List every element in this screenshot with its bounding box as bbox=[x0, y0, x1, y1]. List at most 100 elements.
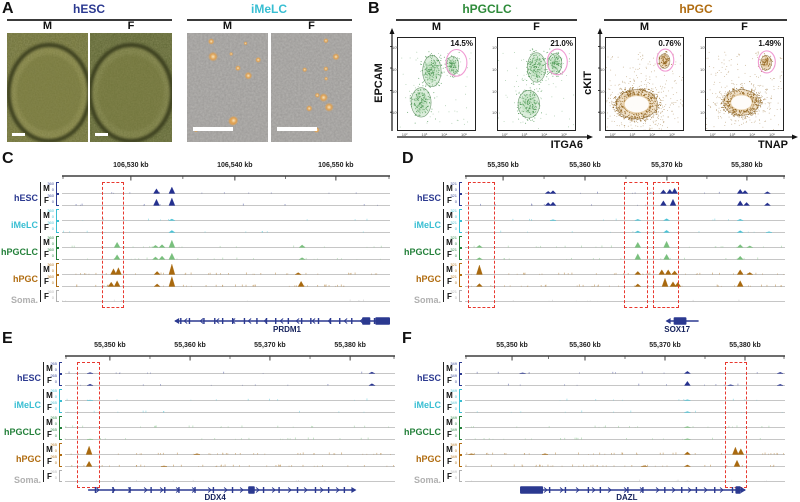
signal-peak bbox=[634, 283, 642, 287]
signal-peak bbox=[669, 281, 677, 287]
exon-tick bbox=[180, 318, 182, 324]
signal-peak bbox=[113, 280, 121, 287]
y-tick-label: 10² bbox=[492, 110, 498, 116]
track-scale-zero: 0 bbox=[454, 394, 457, 399]
strand-chevron bbox=[231, 318, 236, 324]
track-scale-zero: 0 bbox=[454, 253, 457, 258]
gate-ellipse bbox=[757, 50, 776, 74]
track-scale-zero: 0 bbox=[54, 406, 57, 411]
track-scale-bracket bbox=[459, 221, 462, 233]
signal-peak bbox=[152, 245, 159, 248]
signal-peak bbox=[168, 239, 176, 248]
exon-tick bbox=[262, 487, 265, 493]
signal-track bbox=[65, 383, 395, 386]
sex-label: M bbox=[43, 238, 50, 247]
highlight-box bbox=[76, 362, 100, 488]
population-title: hPGC bbox=[679, 2, 713, 16]
strand-chevron bbox=[295, 318, 300, 324]
track-scale-bracket bbox=[59, 428, 62, 440]
cell-type-label: hPGC bbox=[415, 454, 441, 464]
exon-tick bbox=[221, 318, 224, 324]
y-tick-label: 10⁵ bbox=[492, 45, 499, 51]
signal-peak bbox=[87, 372, 94, 374]
y-tick-label: 10³ bbox=[700, 88, 706, 94]
track-scale-zero: 0 bbox=[54, 460, 57, 465]
cell-cluster-spot bbox=[305, 105, 313, 112]
exon-tick bbox=[314, 487, 317, 493]
track-scale-zero: 0 bbox=[54, 367, 57, 372]
track-scale-max: 349 bbox=[450, 388, 457, 393]
track-scale-bracket bbox=[56, 182, 59, 194]
group-divider bbox=[443, 290, 444, 302]
sex-label: F bbox=[47, 376, 52, 385]
signal-track bbox=[465, 410, 785, 413]
track-scale-max: 265 bbox=[50, 388, 57, 393]
x-tick-label: 10³ bbox=[629, 132, 636, 137]
y-tick-label: 10³ bbox=[392, 88, 398, 94]
strand-chevron bbox=[319, 487, 324, 493]
cell-type-label: hPGCLC bbox=[4, 427, 41, 437]
cell-type-label: hPGC bbox=[15, 454, 41, 464]
exon-tick bbox=[564, 487, 567, 493]
exon-tick bbox=[212, 487, 215, 493]
x-tick-label: 10⁴ bbox=[441, 132, 448, 137]
gene-model bbox=[665, 317, 699, 325]
signal-peak bbox=[519, 372, 526, 374]
microscopy-image bbox=[271, 33, 352, 142]
gene-utr-box bbox=[248, 486, 255, 494]
y-tick-label: 10⁴ bbox=[700, 67, 707, 73]
strand-chevron bbox=[143, 487, 148, 493]
exon-tick bbox=[317, 318, 320, 324]
track-scale-bracket bbox=[459, 263, 462, 275]
exon-tick bbox=[714, 487, 716, 493]
exon-tick bbox=[265, 318, 268, 324]
track-scale-max: 265 bbox=[50, 454, 57, 459]
sex-label: F bbox=[127, 20, 135, 32]
signal-peak bbox=[661, 277, 669, 287]
gene-name: SOX17 bbox=[664, 325, 691, 334]
group-divider bbox=[443, 416, 444, 440]
flow-cytometry-plot: 21.0% bbox=[497, 37, 576, 131]
gene-model bbox=[88, 486, 357, 494]
track-scale-bracket bbox=[459, 443, 462, 455]
cell-type-label: hPGCLC bbox=[1, 247, 38, 257]
scale-bar bbox=[277, 127, 317, 131]
signal-peak bbox=[737, 448, 745, 455]
track-scale-zero: 0 bbox=[51, 268, 54, 273]
track-scale-bracket bbox=[56, 236, 59, 248]
signal-track bbox=[65, 445, 395, 455]
colony-outline bbox=[7, 43, 88, 142]
signal-peak bbox=[541, 453, 549, 455]
signal-peak bbox=[684, 411, 691, 413]
flow-cytometry-plot: 1.49% bbox=[705, 37, 784, 131]
gate-ellipse bbox=[445, 48, 468, 77]
signal-track bbox=[465, 371, 785, 374]
gate-percentage: 1.49% bbox=[758, 39, 781, 48]
strand-chevron bbox=[543, 487, 548, 493]
track-scale-zero: 0 bbox=[454, 241, 457, 246]
track-scale-bracket bbox=[459, 374, 462, 386]
sex-label: M bbox=[639, 21, 650, 33]
signal-peak bbox=[683, 371, 691, 374]
track-scale-max: 265 bbox=[50, 442, 57, 447]
gene-name: DDX4 bbox=[204, 493, 226, 502]
strand-chevron bbox=[655, 487, 660, 493]
x-tick-label: 10⁴ bbox=[541, 132, 548, 137]
signal-peak bbox=[85, 445, 93, 455]
ruler-tick-label: 55,370 kb bbox=[254, 342, 286, 349]
micrograph bbox=[187, 33, 268, 142]
strand-chevron bbox=[215, 318, 220, 324]
flow-scatter bbox=[705, 50, 783, 131]
title-underline bbox=[604, 19, 787, 21]
signal-peak bbox=[736, 280, 744, 287]
signal-peak bbox=[158, 255, 166, 260]
strand-chevron bbox=[95, 487, 100, 493]
cell-cluster-spot bbox=[324, 76, 329, 81]
flow-scatter bbox=[399, 48, 472, 128]
panel-letter: B bbox=[368, 0, 380, 17]
y-axis-label: cKIT bbox=[582, 71, 594, 95]
track-scale-max: 349 bbox=[450, 469, 457, 474]
x-tick-label: 10⁵ bbox=[560, 132, 568, 137]
coordinate-ruler bbox=[465, 175, 785, 181]
track-scale-bracket bbox=[459, 182, 462, 194]
